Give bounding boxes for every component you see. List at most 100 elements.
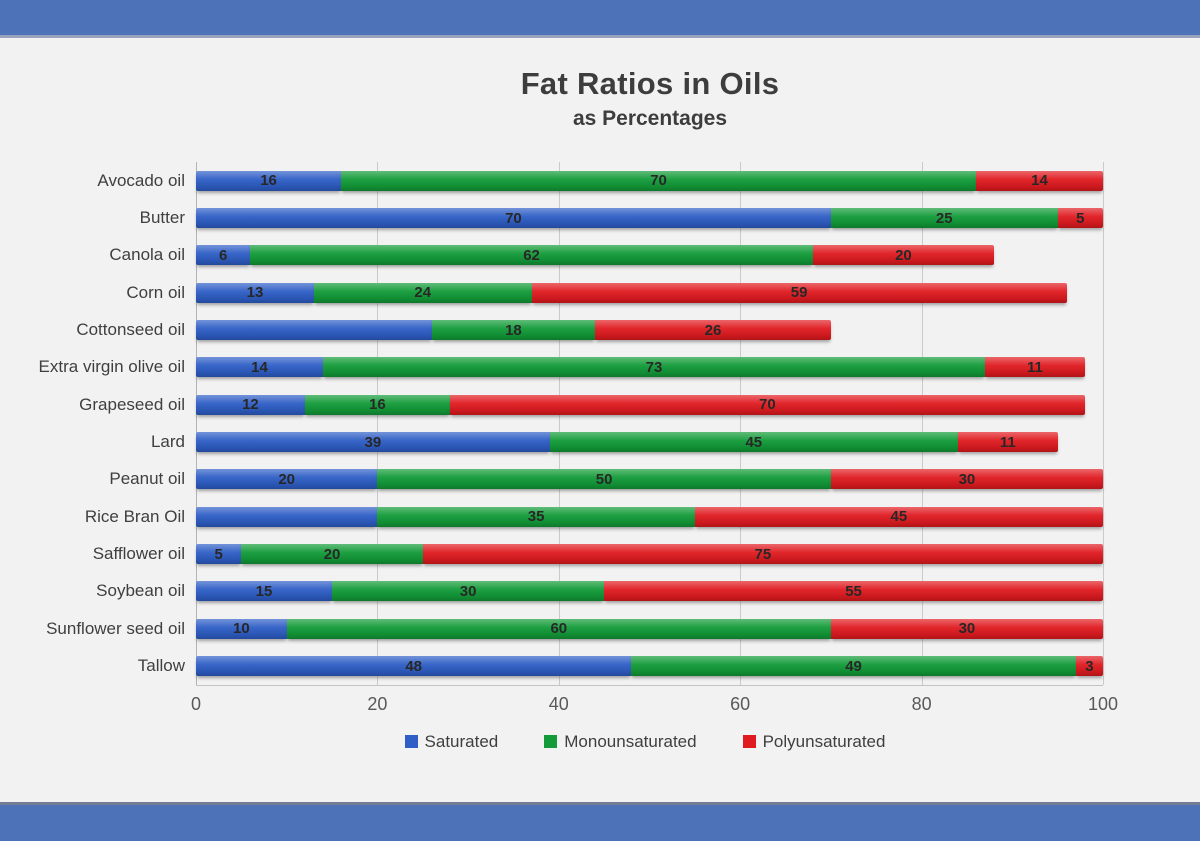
bar-stack: 10 60 30 [196, 618, 1103, 639]
bar-value-label: 24 [414, 284, 432, 302]
stacked-bar-chart: Avocado oil 16 70 14 Butter 70 25 5 Canola oil 6 6… [10, 162, 1190, 752]
bar-segment-saturated: 6 [196, 245, 251, 266]
bar-value-label: 5 [214, 545, 223, 563]
chart-rows: Avocado oil 16 70 14 Butter 70 25 5 Canola oil 6 6… [10, 162, 1190, 685]
bar-value-label: 48 [405, 657, 423, 675]
bar-value-label: 39 [364, 433, 382, 451]
legend-label: Saturated [424, 731, 499, 751]
bar-segment-polyunsaturated: 75 [422, 544, 1103, 565]
bar-stack: 13 24 59 [196, 282, 1103, 303]
bar-value-label: 6 [219, 246, 228, 264]
category-label: Canola oil [109, 245, 185, 265]
category-label: Avocado oil [97, 170, 185, 190]
bar-value-label: 11 [1027, 358, 1043, 376]
bar-stack: 35 45 [196, 506, 1103, 527]
bar-segment-polyunsaturated: 26 [595, 320, 831, 341]
bottom-banner [0, 802, 1200, 841]
bar-segment-saturated: 70 [196, 208, 831, 229]
bar-value-label: 5 [1076, 209, 1085, 227]
bar-value-label: 30 [958, 620, 976, 638]
bar-segment-polyunsaturated: 11 [957, 432, 1058, 453]
bar-segment-saturated [196, 320, 432, 341]
x-tick-label: 60 [730, 693, 751, 714]
bar-value-label: 18 [505, 321, 522, 339]
chart-header: Fat Ratios in Oils as Percentages [100, 66, 1200, 131]
bar-segment-monounsaturated: 18 [431, 320, 596, 341]
x-tick-label: 100 [1087, 693, 1119, 714]
bar-value-label: 60 [550, 620, 568, 638]
bar-segment-monounsaturated: 73 [322, 357, 986, 378]
x-tick-label: 20 [367, 693, 388, 714]
bar-value-label: 26 [704, 321, 722, 339]
bar-value-label: 62 [523, 246, 540, 264]
chart-row: Butter 70 25 5 [10, 199, 1190, 236]
bar-value-label: 35 [527, 508, 545, 526]
bar-segment-saturated: 14 [196, 357, 323, 378]
bar-value-label: 25 [935, 209, 953, 227]
legend-swatch-icon [544, 735, 558, 749]
x-tick-label: 80 [911, 693, 932, 714]
chart-row: Tallow 48 49 3 [10, 647, 1190, 684]
chart-row: Peanut oil 20 50 30 [10, 461, 1190, 498]
chart-title: Fat Ratios in Oils [520, 66, 780, 101]
bar-segment-polyunsaturated: 30 [830, 618, 1103, 639]
bar-value-label: 20 [895, 246, 912, 264]
bar-segment-monounsaturated: 49 [631, 656, 1076, 677]
category-label: Rice Bran Oil [84, 506, 185, 526]
bar-stack: 12 16 70 [196, 394, 1103, 415]
bar-segment-polyunsaturated: 30 [830, 469, 1103, 490]
bar-segment-monounsaturated: 35 [377, 506, 695, 527]
bar-value-label: 20 [323, 545, 341, 563]
category-label: Sunflower seed oil [46, 618, 185, 638]
bar-segment-monounsaturated: 30 [332, 581, 605, 602]
category-label: Corn oil [126, 282, 185, 302]
chart-row: Soybean oil 15 30 55 [10, 573, 1190, 610]
bar-value-label: 12 [242, 396, 259, 414]
bar-segment-monounsaturated: 20 [241, 544, 423, 565]
bar-segment-monounsaturated: 70 [341, 170, 976, 191]
gridlines [196, 162, 1104, 686]
bar-value-label: 45 [890, 508, 908, 526]
category-label: Safflower oil [92, 544, 185, 564]
legend-item-polyunsaturated: Polyunsaturated [742, 731, 886, 752]
legend-label: Monounsaturated [564, 731, 697, 751]
category-label: Butter [139, 208, 185, 228]
bar-value-label: 70 [650, 172, 667, 190]
bar-segment-monounsaturated: 60 [286, 618, 831, 639]
bar-value-label: 70 [759, 396, 776, 414]
top-banner [0, 0, 1200, 38]
bar-stack: 16 70 14 [196, 170, 1103, 191]
bar-stack: 70 25 5 [196, 208, 1103, 229]
bar-value-label: 30 [958, 470, 976, 488]
category-label: Extra virgin olive oil [38, 357, 185, 377]
chart-row: Safflower oil 5 20 75 [10, 535, 1190, 572]
gridline [196, 162, 197, 685]
gridline [1103, 162, 1104, 685]
bar-segment-saturated: 16 [196, 170, 342, 191]
bar-segment-polyunsaturated: 14 [976, 170, 1103, 191]
chart-row: Avocado oil 16 70 14 [10, 162, 1190, 199]
bar-segment-saturated: 15 [196, 581, 333, 602]
bar-segment-polyunsaturated: 70 [449, 394, 1085, 415]
bar-stack: 39 45 11 [196, 432, 1103, 453]
bar-value-label: 30 [459, 582, 477, 600]
bar-stack: 14 73 11 [196, 357, 1103, 378]
legend-swatch-icon [404, 735, 418, 749]
x-axis-line [196, 685, 1103, 686]
bar-segment-polyunsaturated: 11 [985, 357, 1085, 378]
bar-segment-saturated: 39 [196, 432, 550, 453]
category-label: Cottonseed oil [76, 320, 185, 340]
chart-row: Rice Bran Oil 35 45 [10, 498, 1190, 535]
legend-item-saturated: Saturated [404, 731, 499, 752]
x-axis: 0 20 40 60 80 100 [191, 685, 1118, 721]
category-label: Peanut oil [109, 469, 185, 489]
bar-stack: 18 26 [196, 320, 1103, 341]
chart-row: Grapeseed oil 12 16 70 [10, 386, 1190, 423]
bar-segment-polyunsaturated: 59 [531, 282, 1067, 303]
bar-segment-saturated: 20 [196, 469, 378, 490]
legend-label: Polyunsaturated [762, 731, 886, 751]
legend: Saturated Monounsaturated Polyunsaturated [100, 732, 1190, 752]
bar-value-label: 59 [790, 284, 808, 302]
bar-segment-saturated: 48 [196, 656, 632, 677]
bar-segment-monounsaturated: 62 [250, 245, 813, 266]
